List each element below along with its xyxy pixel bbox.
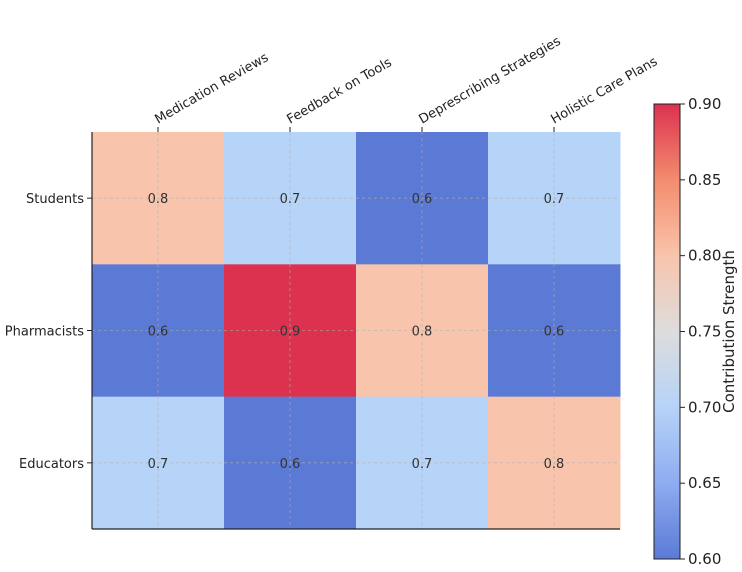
y-tick-label: Students bbox=[26, 192, 84, 207]
cell-value-label: 0.6 bbox=[280, 457, 301, 472]
colorbar-label: Contribution Strength bbox=[720, 250, 738, 413]
colorbar-tick-label: 0.60 bbox=[688, 550, 721, 568]
cell-value-label: 0.7 bbox=[544, 192, 565, 207]
cell-value-label: 0.6 bbox=[148, 325, 169, 340]
colorbar-tick-label: 0.80 bbox=[688, 247, 721, 265]
x-tick-label: Feedback on Tools bbox=[285, 55, 395, 127]
cell-value-label: 0.7 bbox=[412, 457, 433, 472]
cell-value-label: 0.8 bbox=[148, 192, 169, 207]
colorbar bbox=[653, 103, 681, 560]
colorbar-tick-label: 0.70 bbox=[688, 398, 721, 416]
colorbar-tick-label: 0.75 bbox=[688, 323, 721, 341]
x-tick-label: Deprescribing Strategies bbox=[417, 34, 564, 128]
x-tick-label: Medication Reviews bbox=[153, 50, 272, 127]
cell-value-label: 0.6 bbox=[544, 325, 565, 340]
colorbar-tick-label: 0.90 bbox=[688, 95, 721, 113]
cell-value-label: 0.9 bbox=[280, 325, 301, 340]
x-tick-label: Holistic Care Plans bbox=[549, 54, 661, 127]
cell-value-label: 0.6 bbox=[412, 192, 433, 207]
y-tick-label: Pharmacists bbox=[5, 325, 84, 340]
colorbar-tick-label: 0.85 bbox=[688, 171, 721, 189]
y-tick-label: Educators bbox=[19, 457, 84, 472]
colorbar-tick-label: 0.65 bbox=[688, 474, 721, 492]
cell-value-label: 0.8 bbox=[544, 457, 565, 472]
cell-value-label: 0.7 bbox=[280, 192, 301, 207]
cell-value-label: 0.8 bbox=[412, 325, 433, 340]
cell-value-label: 0.7 bbox=[148, 457, 169, 472]
